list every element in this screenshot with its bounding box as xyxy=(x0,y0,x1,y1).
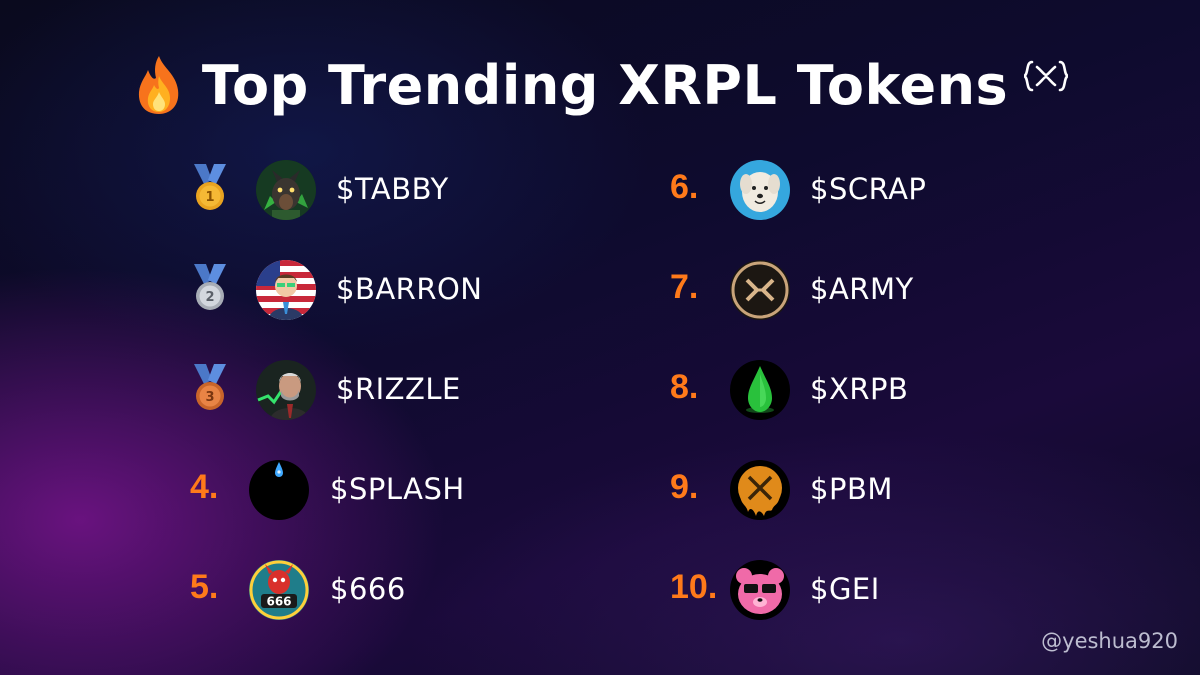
tabby-avatar xyxy=(256,160,316,220)
svg-text:1: 1 xyxy=(205,190,214,205)
token-ticker: $PBM xyxy=(810,472,893,506)
token-row-4: 4. $SPLASH xyxy=(190,460,520,524)
token-row-5: 5. 666 $666 xyxy=(190,560,520,624)
rank-number: 4. xyxy=(190,468,219,506)
rank-number: 6. xyxy=(670,168,699,206)
token-ticker: $666 xyxy=(330,572,406,606)
gei-avatar xyxy=(730,560,790,620)
token-ticker: $SPLASH xyxy=(330,472,465,506)
token-row-3: 3 $RIZZLE xyxy=(190,360,520,424)
token-ticker: $SCRAP xyxy=(810,172,927,206)
token-row-9: 9. $PBM xyxy=(670,460,1000,524)
header: Top Trending XRPL Tokens xyxy=(0,50,1200,120)
token-ticker: $GEI xyxy=(810,572,880,606)
svg-text:666: 666 xyxy=(266,595,291,609)
bronze-medal-icon: 3 xyxy=(194,364,226,410)
rank-number: 5. xyxy=(190,568,219,606)
token-row-8: 8. $XRPB xyxy=(670,360,1000,424)
token-ticker: $XRPB xyxy=(810,372,909,406)
xrpb-avatar xyxy=(730,360,790,420)
gold-medal-icon: 1 xyxy=(194,164,226,210)
fire-icon xyxy=(138,56,179,114)
splash-avatar xyxy=(249,460,309,520)
token-row-7: 7. $ARMY xyxy=(670,260,1000,324)
token-ticker: $ARMY xyxy=(810,272,914,306)
token-row-10: 10. $GEI xyxy=(670,560,1000,624)
pbm-avatar xyxy=(730,460,790,520)
token-ticker: $BARRON xyxy=(336,272,483,306)
six-six-six-avatar: 666 xyxy=(249,560,309,620)
svg-text:3: 3 xyxy=(205,390,214,405)
army-avatar xyxy=(730,260,790,320)
scrap-avatar xyxy=(730,160,790,220)
page-title: Top Trending XRPL Tokens xyxy=(201,53,1009,117)
rizzle-avatar xyxy=(256,360,316,420)
barron-avatar xyxy=(256,260,316,320)
token-ticker: $TABBY xyxy=(336,172,449,206)
rank-number: 10. xyxy=(670,568,718,606)
silver-medal-icon: 2 xyxy=(194,264,226,310)
token-row-1: 1 $TABBY xyxy=(190,160,520,224)
author-handle: @yeshua920 xyxy=(1041,629,1178,653)
rank-number: 9. xyxy=(670,468,699,506)
rank-number: 7. xyxy=(670,268,699,306)
token-row-2: 2 $BARRON xyxy=(190,260,520,324)
token-row-6: 6. $SCRAP xyxy=(670,160,1000,224)
svg-text:2: 2 xyxy=(205,290,214,305)
rank-number: 8. xyxy=(670,368,699,406)
xrpl-logo-icon xyxy=(1023,60,1069,92)
token-ticker: $RIZZLE xyxy=(336,372,461,406)
